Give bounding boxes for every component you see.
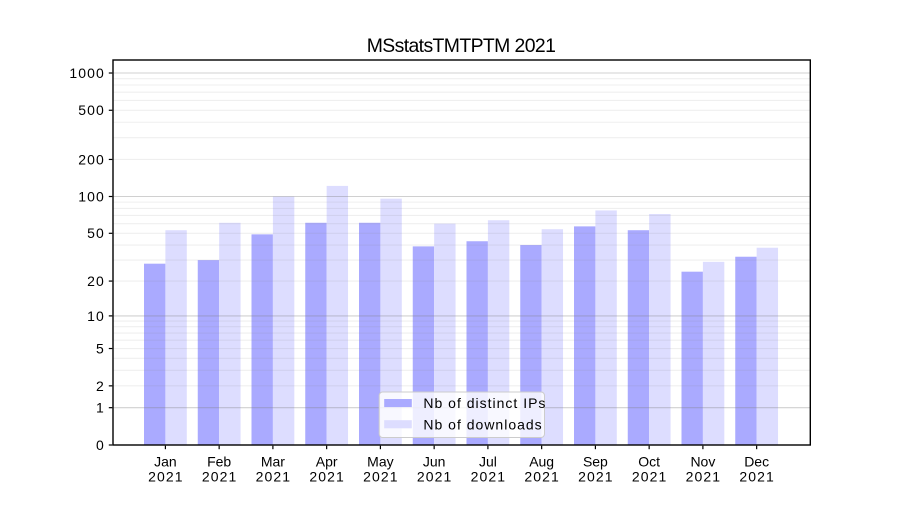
svg-text:MSstatsTMTPTM 2021: MSstatsTMTPTM 2021	[367, 35, 556, 57]
svg-text:2021: 2021	[256, 469, 292, 485]
svg-text:May: May	[367, 453, 393, 469]
svg-text:2021: 2021	[524, 469, 560, 485]
svg-text:2021: 2021	[202, 469, 238, 485]
svg-text:200: 200	[78, 151, 105, 167]
svg-text:2021: 2021	[148, 469, 184, 485]
svg-text:2021: 2021	[309, 469, 345, 485]
svg-text:100: 100	[78, 188, 105, 204]
svg-text:2021: 2021	[686, 469, 722, 485]
svg-text:Sep: Sep	[583, 453, 608, 469]
svg-text:2021: 2021	[363, 469, 399, 485]
svg-text:500: 500	[78, 102, 105, 118]
svg-text:Feb: Feb	[207, 453, 231, 469]
svg-text:Nb of downloads: Nb of downloads	[423, 416, 542, 432]
svg-text:2021: 2021	[739, 469, 775, 485]
svg-text:Nov: Nov	[690, 453, 715, 469]
svg-text:20: 20	[87, 273, 105, 289]
svg-text:Nb of distinct IPs: Nb of distinct IPs	[423, 395, 546, 411]
svg-text:2021: 2021	[471, 469, 507, 485]
svg-text:2021: 2021	[632, 469, 668, 485]
svg-text:2: 2	[96, 378, 105, 394]
svg-text:1: 1	[96, 400, 105, 416]
svg-text:Dec: Dec	[744, 453, 769, 469]
svg-text:Oct: Oct	[638, 453, 660, 469]
svg-text:Jun: Jun	[423, 453, 446, 469]
svg-text:10: 10	[87, 308, 105, 324]
svg-text:2021: 2021	[417, 469, 453, 485]
svg-text:Jul: Jul	[479, 453, 497, 469]
svg-text:Mar: Mar	[261, 453, 285, 469]
svg-text:0: 0	[96, 437, 105, 453]
svg-text:Aug: Aug	[529, 453, 554, 469]
svg-text:2021: 2021	[578, 469, 614, 485]
svg-text:50: 50	[87, 225, 105, 241]
svg-text:Apr: Apr	[316, 453, 338, 469]
svg-text:1000: 1000	[69, 65, 105, 81]
svg-text:5: 5	[96, 340, 105, 356]
svg-text:Jan: Jan	[154, 453, 177, 469]
